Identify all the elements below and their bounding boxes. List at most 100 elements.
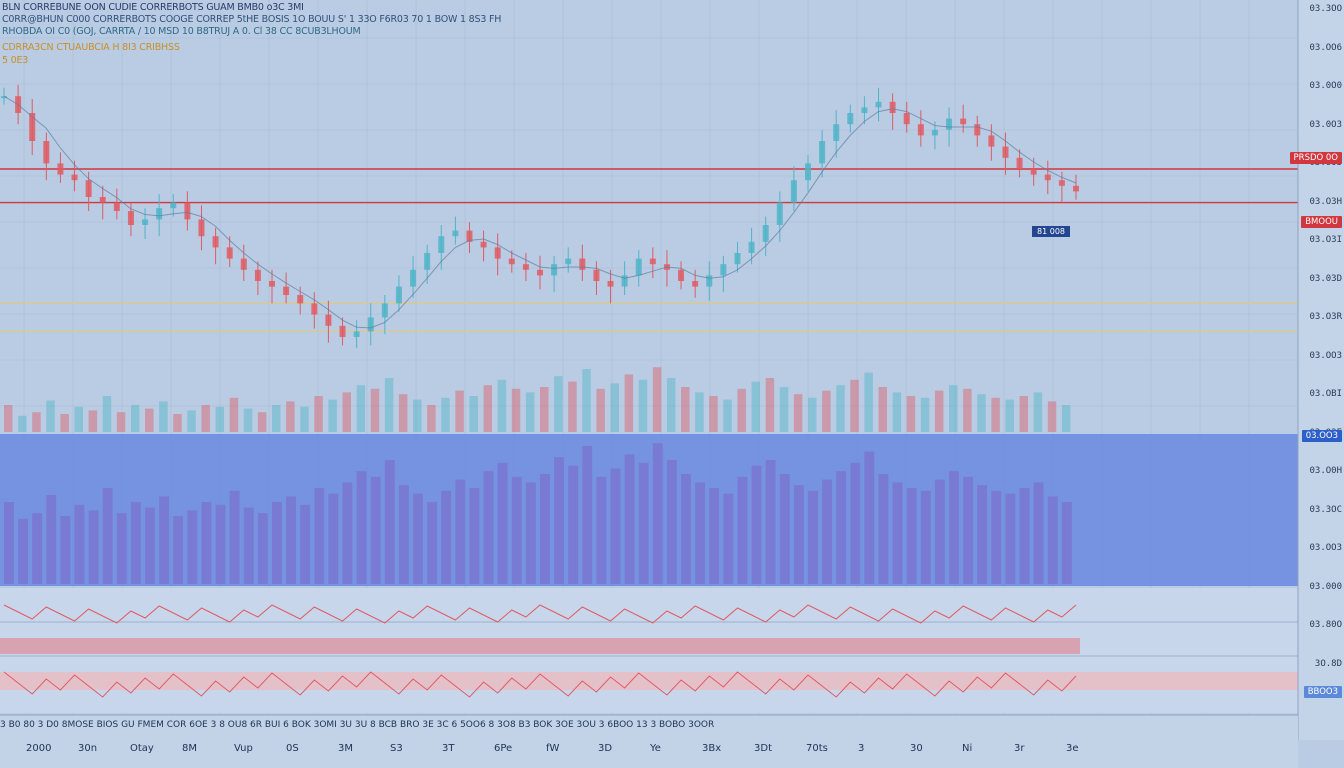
candle-body: [889, 101, 896, 113]
price-axis-label: 03.O3H: [1309, 196, 1342, 207]
candle-body: [381, 303, 388, 318]
volume-bar: [229, 397, 239, 432]
volume-bar: [737, 388, 746, 432]
volume-histogram-bar: [4, 502, 14, 584]
candle-body: [71, 174, 78, 181]
volume-histogram-bar: [130, 502, 141, 584]
volume-histogram-bar: [1033, 482, 1044, 584]
volume-histogram-bar: [257, 513, 268, 584]
volume-histogram-bar: [272, 502, 282, 584]
price-axis-label: 03.3OO: [1309, 4, 1342, 14]
candlesticks: [1, 85, 1079, 349]
volume-bar: [723, 399, 732, 432]
price-axis-label: 03.03D: [1309, 273, 1342, 284]
volume-histogram-bar: [709, 488, 720, 584]
volume-histogram-bar: [934, 479, 945, 584]
volume-bar: [963, 388, 972, 432]
candle-body: [720, 264, 727, 276]
volume-histogram-bar: [243, 507, 254, 584]
candle-body: [43, 141, 50, 164]
volume-histogram-bar: [60, 516, 71, 584]
volume-bar: [398, 394, 408, 432]
volume-histogram-bar: [286, 496, 296, 584]
candle-body: [184, 202, 191, 220]
volume-histogram-bar: [145, 507, 155, 584]
chart-header-line-4: CDRRA3CN CTUAUBCIA H 8I3 CRIBHSS: [2, 42, 180, 53]
time-axis-label: 3Dt: [754, 743, 772, 754]
volume-bar: [878, 387, 887, 432]
volume-histogram-bar: [695, 482, 706, 584]
volume-histogram-bar: [977, 485, 988, 584]
volume-bar: [568, 381, 577, 432]
volume-bar: [187, 410, 196, 432]
volume-histogram-bar: [765, 460, 776, 584]
volume-bar: [991, 397, 1000, 432]
candle-body: [621, 275, 628, 287]
volume-bar: [540, 387, 549, 432]
candle-body: [1030, 169, 1037, 175]
volume-histogram-bar: [300, 504, 311, 584]
volume-bar: [681, 387, 690, 432]
candle-body: [395, 286, 402, 304]
candle-body: [1002, 146, 1009, 158]
candle-body: [367, 317, 374, 332]
volume-bar: [920, 397, 930, 432]
price-levels[interactable]: [0, 168, 1298, 332]
volume-bar: [116, 412, 126, 432]
candle-body: [57, 163, 64, 175]
volume-bar: [554, 376, 563, 432]
candle-body: [29, 113, 36, 141]
volume-histogram-bar: [497, 462, 508, 584]
time-axis-label: 2000: [26, 743, 52, 754]
candle-body: [734, 253, 741, 265]
candle-body: [254, 269, 261, 281]
volume-bar: [1005, 399, 1014, 432]
volume-bar: [342, 392, 351, 432]
candle-body: [198, 219, 205, 237]
volume-bar: [427, 405, 436, 432]
volume-bar: [243, 408, 253, 432]
volume-bar: [286, 401, 295, 432]
volume-histogram-bar: [384, 460, 395, 584]
volume-bar: [1061, 405, 1071, 432]
price-axis-label: 03.OO6: [1309, 42, 1342, 53]
volume-bar: [18, 415, 27, 432]
volume-bar: [413, 399, 422, 432]
lower-pane-tag: BBOO3: [1303, 686, 1342, 698]
volume-bar: [934, 390, 944, 432]
candle-body: [649, 258, 656, 265]
time-axis-label: Otay: [130, 743, 154, 754]
volume-histogram-bar: [116, 513, 127, 584]
candle-body: [113, 202, 120, 211]
volume-bar: [1047, 401, 1057, 432]
volume-histogram-bar: [18, 518, 28, 584]
price-axis-label: 03.O3I: [1309, 235, 1342, 245]
volume-bar: [441, 397, 450, 432]
candle-body: [678, 269, 685, 281]
volume-histogram-bar: [991, 490, 1002, 584]
volume-histogram-bar: [201, 502, 212, 584]
candle-body: [551, 264, 558, 276]
volume-bar: [906, 396, 916, 432]
volume-histogram-bar: [779, 474, 790, 584]
candle-body: [240, 258, 247, 270]
time-axis-label: 3r: [1014, 743, 1025, 754]
volume-histogram-bar: [441, 490, 452, 584]
volume-histogram-bar: [737, 476, 748, 584]
candle-body: [974, 124, 981, 136]
volume-histogram-bar: [469, 488, 480, 584]
volume-bar: [483, 385, 493, 432]
oscillator-pane: [0, 588, 1298, 713]
volume-bar: [949, 385, 958, 432]
candle-body: [170, 202, 177, 209]
volume-bar: [215, 406, 225, 432]
candle-body: [790, 180, 797, 203]
candle-body: [931, 129, 938, 136]
volume-bar: [511, 388, 521, 432]
volume-histogram-bar: [398, 485, 409, 584]
volume-histogram-bar: [215, 504, 226, 584]
candle-body: [946, 118, 953, 130]
volume-histogram-bar: [525, 482, 536, 584]
volume-bar: [74, 406, 83, 432]
